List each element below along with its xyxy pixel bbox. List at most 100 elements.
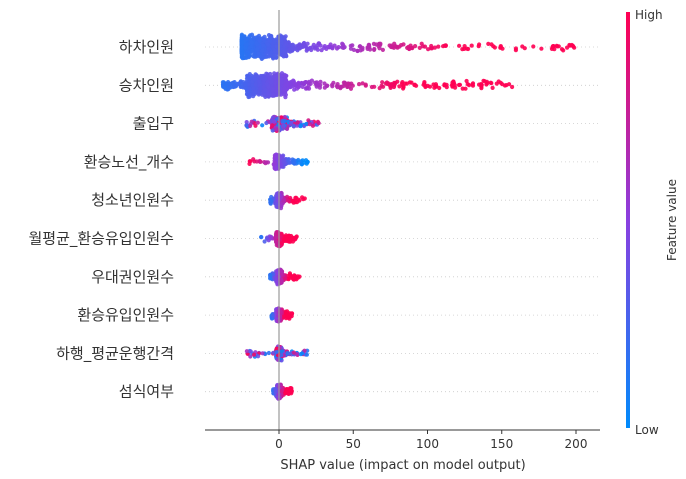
- shap-point: [274, 127, 279, 132]
- shap-point: [246, 75, 251, 80]
- shap-point: [491, 44, 496, 49]
- shap-point: [456, 82, 462, 88]
- shap-point: [539, 46, 544, 51]
- shap-point: [279, 353, 284, 358]
- shap-point: [251, 92, 256, 97]
- shap-point: [239, 84, 244, 89]
- feature-rows: 하차인원승차인원출입구환승노선_개수청소년인원수월평균_환승유입인원수우대권인원…: [28, 38, 600, 401]
- shap-point: [384, 80, 389, 85]
- shap-point: [377, 46, 382, 51]
- shap-point: [490, 85, 495, 90]
- shap-point: [266, 42, 271, 47]
- shap-point: [513, 48, 519, 53]
- shap-point: [243, 86, 248, 91]
- shap-point: [369, 84, 374, 90]
- shap-point: [297, 198, 302, 203]
- shap-point: [300, 84, 305, 89]
- shap-point: [283, 73, 288, 78]
- shap-point: [285, 198, 290, 203]
- shap-point: [244, 349, 249, 354]
- shap-point: [442, 43, 447, 48]
- shap-point: [413, 44, 418, 49]
- shap-point: [272, 48, 277, 54]
- shap-point: [450, 83, 455, 89]
- shap-point: [314, 82, 320, 87]
- shap-point: [230, 80, 235, 85]
- shap-point: [268, 198, 273, 203]
- shap-point: [306, 86, 312, 91]
- shap-point: [397, 84, 402, 89]
- shap-point: [500, 46, 505, 51]
- shap-point: [257, 79, 262, 84]
- shap-point: [249, 40, 254, 45]
- shap-point: [304, 352, 309, 357]
- shap-point: [427, 84, 433, 89]
- colorbar-title: Feature value: [665, 179, 679, 261]
- shap-point: [295, 352, 300, 357]
- shap-point: [520, 44, 525, 49]
- x-tick-label: 0: [275, 437, 283, 451]
- shap-point: [248, 33, 253, 38]
- shap-point: [279, 349, 284, 354]
- shap-point: [565, 45, 570, 50]
- shap-point: [284, 388, 289, 393]
- shap-point: [276, 84, 281, 89]
- shap-point: [305, 159, 310, 164]
- shap-point: [464, 78, 469, 84]
- feature-label: 우대권인원수: [91, 268, 174, 286]
- shap-point: [256, 51, 261, 56]
- shap-point: [484, 82, 489, 87]
- shap-point: [463, 86, 468, 91]
- shap-point: [330, 84, 335, 89]
- shap-point: [288, 387, 294, 392]
- shap-point: [278, 92, 284, 97]
- x-tick-label: 50: [346, 437, 361, 451]
- shap-point: [253, 54, 258, 59]
- shap-point: [269, 80, 274, 85]
- shap-point: [244, 120, 249, 125]
- shap-point: [278, 38, 283, 43]
- shap-point: [222, 85, 227, 90]
- x-axis: 0 50 100 150 200: [205, 429, 600, 451]
- x-tick-label: 150: [490, 437, 513, 451]
- shap-point: [296, 160, 301, 165]
- shap-point: [284, 310, 289, 315]
- shap-point: [387, 43, 392, 48]
- shap-point: [232, 84, 237, 89]
- shap-point: [432, 85, 437, 90]
- shap-point: [350, 43, 355, 48]
- feature-label: 환승노선_개수: [84, 153, 174, 172]
- shap-point: [258, 159, 263, 164]
- shap-point: [267, 76, 273, 81]
- shap-point: [272, 119, 277, 124]
- shap-point: [257, 38, 262, 43]
- shap-point: [470, 83, 476, 88]
- shap-point: [268, 53, 274, 58]
- shap-point: [422, 44, 428, 49]
- shap-point: [259, 234, 264, 240]
- shap-point: [378, 42, 383, 48]
- shap-point: [380, 47, 385, 53]
- shap-point: [261, 84, 266, 90]
- shap-point: [496, 79, 501, 84]
- shap-point: [274, 44, 279, 49]
- shap-point: [316, 41, 321, 46]
- shap-point: [248, 86, 253, 92]
- shap-point: [264, 82, 269, 87]
- shap-point: [263, 88, 268, 93]
- shap-point: [554, 43, 559, 48]
- colorbar: High Low Feature value: [626, 8, 679, 437]
- shap-point: [266, 350, 271, 356]
- shap-point: [291, 199, 296, 204]
- colorbar-gradient: [626, 12, 630, 428]
- feature-label: 청소년인원수: [91, 191, 174, 209]
- shap-point: [341, 80, 346, 85]
- shap-point: [268, 272, 273, 278]
- feature-label: 월평균_환승유입인원수: [28, 230, 174, 249]
- shap-point: [268, 276, 273, 281]
- shap-point: [291, 160, 296, 165]
- shap-point: [264, 160, 269, 165]
- shap-point: [273, 387, 278, 392]
- colorbar-low-label: Low: [635, 423, 659, 437]
